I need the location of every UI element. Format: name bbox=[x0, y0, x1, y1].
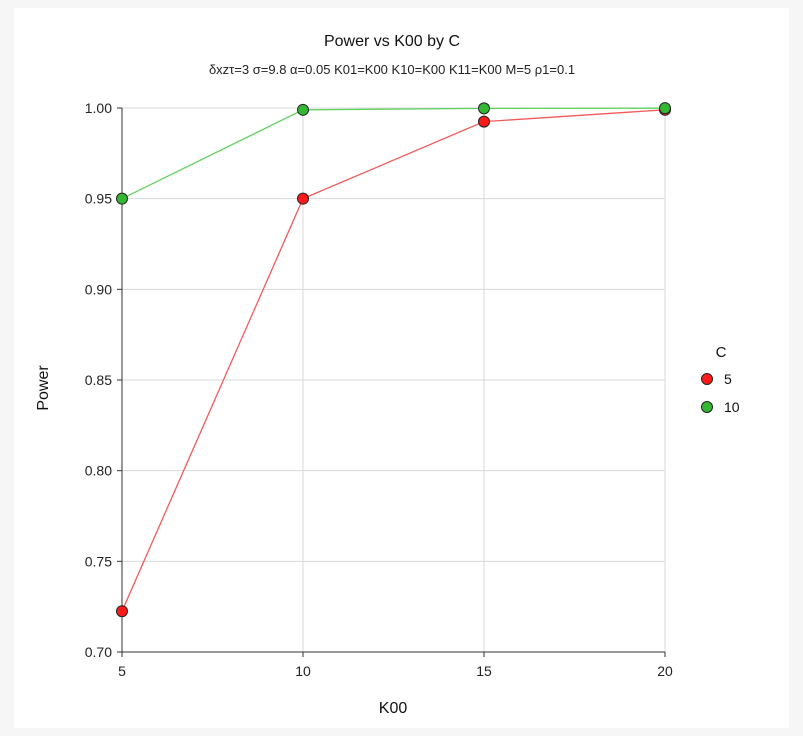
data-point-c-10 bbox=[478, 102, 490, 115]
data-point-c-5 bbox=[297, 192, 309, 205]
legend-marker-c-5 bbox=[701, 373, 713, 385]
line-chart: Power vs K00 by C δxzτ=3 σ=9.8 α=0.05 K0… bbox=[35, 33, 740, 717]
chart-figure: Power vs K00 by C δxzτ=3 σ=9.8 α=0.05 K0… bbox=[14, 8, 789, 728]
x-tick-label: 5 bbox=[118, 663, 126, 679]
y-tick-label: 0.90 bbox=[85, 281, 112, 297]
y-tick-label: 0.85 bbox=[85, 372, 112, 388]
series-lines bbox=[121, 107, 666, 612]
data-point-c-10 bbox=[116, 192, 128, 205]
series-line-c-5 bbox=[121, 109, 666, 612]
legend-marker-c-10 bbox=[701, 401, 713, 413]
y-tick-label: 1.00 bbox=[85, 100, 112, 116]
x-tick-label: 20 bbox=[657, 663, 673, 679]
y-axis-label: Power bbox=[35, 365, 52, 411]
x-tick-labels: 5 10 15 20 bbox=[118, 663, 673, 679]
x-axis-label: K00 bbox=[379, 700, 408, 717]
axes bbox=[117, 107, 666, 657]
legend-title: C bbox=[716, 344, 727, 361]
grid-lines bbox=[121, 107, 666, 653]
legend-label-c-10: 10 bbox=[724, 399, 740, 415]
data-point-c-5 bbox=[478, 115, 490, 128]
y-tick-label: 0.95 bbox=[85, 191, 112, 207]
x-tick-label: 10 bbox=[295, 663, 311, 679]
chart-title: Power vs K00 by C bbox=[324, 33, 460, 50]
data-point-c-5 bbox=[116, 605, 128, 618]
data-point-c-10 bbox=[297, 103, 309, 116]
data-point-c-10 bbox=[659, 102, 671, 115]
y-tick-label: 0.75 bbox=[85, 553, 112, 569]
series-line-c-10 bbox=[121, 107, 666, 200]
legend: C 5 10 bbox=[701, 344, 740, 415]
series-points bbox=[116, 102, 671, 618]
x-tick-label: 15 bbox=[476, 663, 492, 679]
y-tick-label: 0.80 bbox=[85, 463, 112, 479]
chart-subtitle: δxzτ=3 σ=9.8 α=0.05 K01=K00 K10=K00 K11=… bbox=[209, 62, 575, 77]
y-tick-labels: 0.70 0.75 0.80 0.85 0.90 0.95 1.00 bbox=[85, 100, 112, 660]
y-tick-label: 0.70 bbox=[85, 644, 112, 660]
legend-label-c-5: 5 bbox=[724, 371, 732, 387]
